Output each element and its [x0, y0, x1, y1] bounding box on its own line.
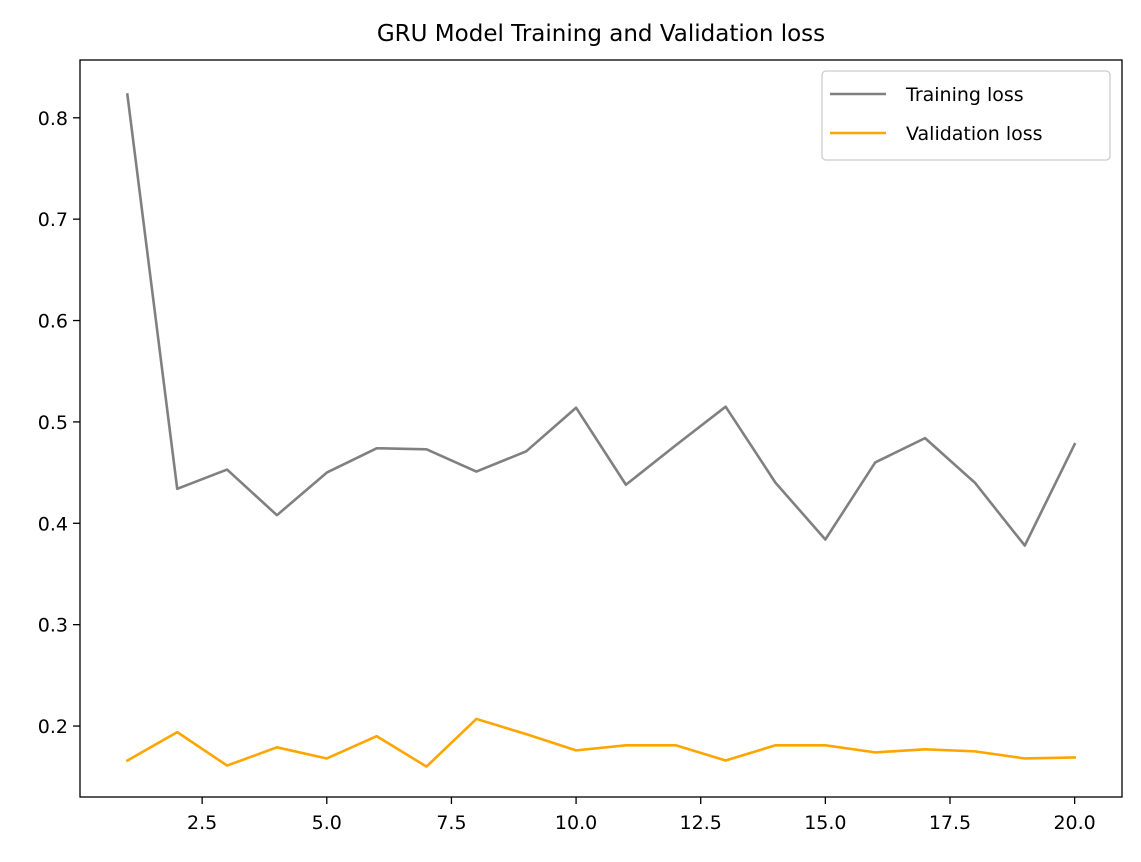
x-tick-label: 15.0 — [804, 812, 846, 834]
chart-title: GRU Model Training and Validation loss — [377, 21, 825, 47]
x-tick-label: 12.5 — [680, 812, 722, 834]
series-line-training-loss — [125, 93, 1077, 547]
y-tick-label: 0.2 — [38, 716, 68, 738]
x-tick-label: 5.0 — [312, 812, 342, 834]
axes-frame — [79, 59, 1123, 798]
y-tick-label: 0.8 — [38, 108, 68, 130]
y-axis: 0.2 0.3 0.4 0.5 0.6 0.7 0.8 — [38, 108, 80, 738]
y-tick-label: 0.5 — [38, 412, 68, 434]
y-tick-label: 0.6 — [38, 311, 68, 333]
x-tick-label: 7.5 — [436, 812, 466, 834]
x-axis: 2.5 5.0 7.5 10.0 12.5 15.0 17.5 20.0 — [187, 797, 1096, 834]
legend: Training loss Validation loss — [821, 70, 1111, 161]
legend-label: Training loss — [905, 84, 1024, 106]
series-line-validation-loss — [125, 717, 1076, 768]
plot-area — [125, 93, 1077, 768]
y-tick-label: 0.7 — [38, 209, 68, 231]
x-tick-label: 2.5 — [187, 812, 217, 834]
x-tick-label: 10.0 — [555, 812, 597, 834]
legend-box — [821, 70, 1111, 161]
legend-label: Validation loss — [906, 123, 1043, 145]
y-tick-label: 0.3 — [38, 615, 68, 637]
y-tick-label: 0.4 — [38, 513, 68, 535]
x-tick-label: 17.5 — [929, 812, 971, 834]
x-tick-label: 20.0 — [1053, 812, 1095, 834]
